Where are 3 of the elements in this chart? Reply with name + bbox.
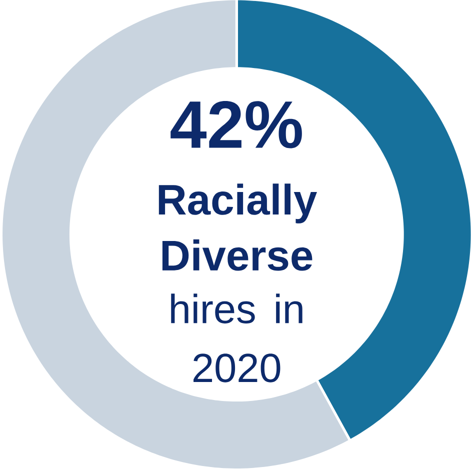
text: hires in 2020 [171,294,302,382]
text: 42% [170,100,302,148]
text: Racially Diverse [158,184,317,271]
